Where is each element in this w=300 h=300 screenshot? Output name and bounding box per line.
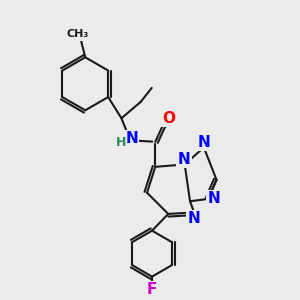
Text: H: H — [116, 136, 126, 149]
Text: F: F — [147, 282, 157, 297]
Text: N: N — [188, 212, 200, 226]
Text: O: O — [162, 111, 175, 126]
Text: CH₃: CH₃ — [66, 29, 88, 39]
Text: N: N — [207, 191, 220, 206]
Text: N: N — [197, 135, 210, 150]
Text: N: N — [178, 152, 190, 167]
Text: N: N — [125, 131, 138, 146]
